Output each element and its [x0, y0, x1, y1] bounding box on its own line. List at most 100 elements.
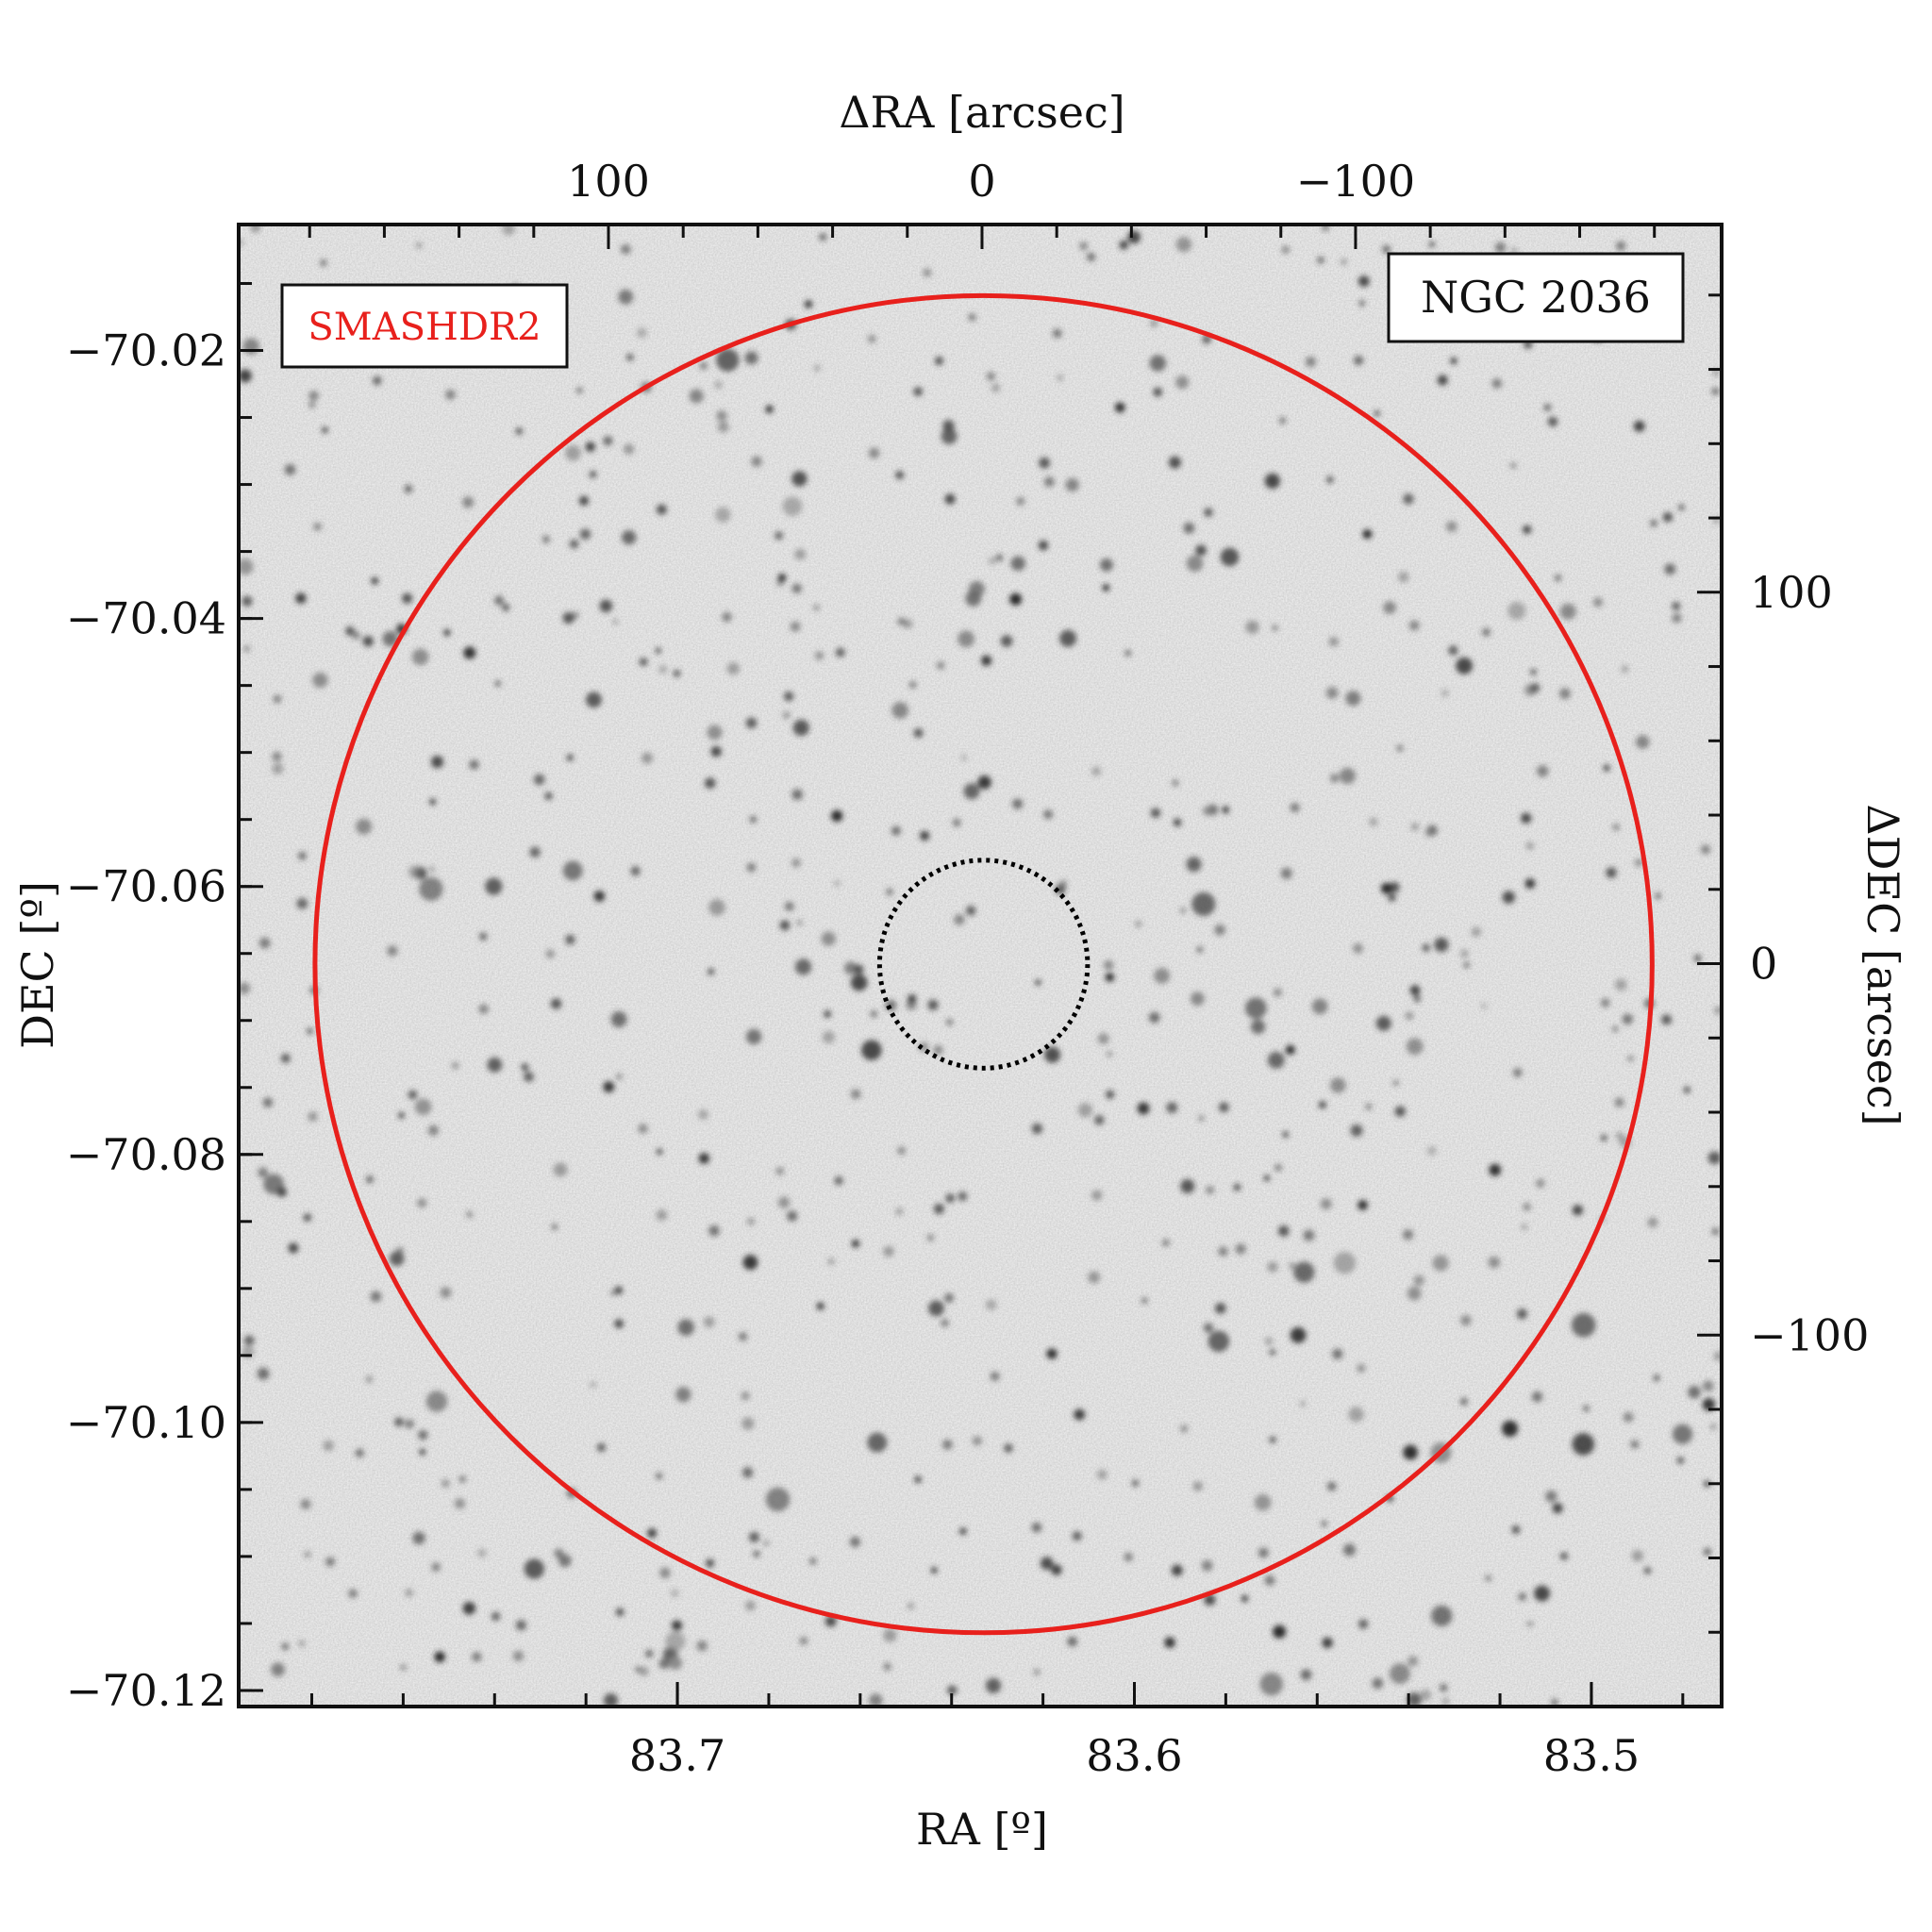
star	[322, 426, 328, 434]
star	[977, 775, 991, 790]
star	[635, 1666, 641, 1673]
star	[320, 258, 327, 267]
y-tick-label: −70.02	[66, 325, 226, 376]
star	[1206, 1186, 1215, 1194]
star	[787, 1210, 798, 1222]
star	[366, 1175, 374, 1184]
star	[365, 1375, 374, 1383]
star	[551, 1224, 558, 1230]
star	[308, 401, 316, 408]
star	[1124, 1552, 1133, 1562]
star	[1009, 592, 1023, 606]
star	[355, 1448, 364, 1457]
star	[427, 1124, 439, 1136]
x2-tick-label: 100	[567, 156, 650, 207]
star	[1662, 512, 1673, 523]
star	[1102, 584, 1110, 591]
star	[1250, 1019, 1266, 1035]
star	[1683, 1086, 1690, 1093]
star	[747, 1217, 755, 1225]
star	[1203, 1323, 1214, 1333]
star	[665, 1631, 686, 1652]
star	[883, 1628, 897, 1642]
star	[1218, 1246, 1228, 1257]
star	[566, 754, 574, 761]
star	[1235, 1243, 1246, 1255]
star	[958, 1191, 968, 1202]
star	[1072, 1531, 1082, 1541]
legend-smashdr2: SMASHDR2	[280, 283, 569, 369]
star	[814, 651, 824, 660]
star	[593, 891, 606, 902]
star	[502, 225, 515, 236]
star	[827, 1257, 835, 1265]
star	[913, 727, 924, 738]
star	[1441, 1697, 1450, 1706]
star	[1153, 387, 1163, 397]
star	[323, 1440, 334, 1452]
star	[472, 1652, 482, 1662]
star	[615, 1607, 625, 1617]
star	[469, 759, 479, 770]
star	[479, 932, 488, 941]
star	[524, 1558, 544, 1579]
star	[972, 1436, 982, 1446]
star	[440, 1287, 452, 1299]
star	[658, 665, 668, 674]
star	[1494, 242, 1507, 253]
star	[1043, 476, 1055, 488]
star	[1204, 1593, 1216, 1606]
star	[1459, 949, 1469, 958]
star	[920, 830, 930, 841]
star	[714, 380, 723, 390]
star	[304, 1551, 311, 1557]
star	[908, 1603, 914, 1609]
star	[1180, 1424, 1189, 1433]
star	[861, 1040, 882, 1060]
star	[941, 428, 958, 445]
star	[356, 818, 373, 835]
star	[578, 495, 590, 507]
star	[991, 383, 1001, 392]
star	[670, 1589, 679, 1598]
star	[1179, 907, 1187, 914]
star	[402, 592, 413, 604]
star	[1305, 357, 1316, 367]
star	[870, 1009, 878, 1018]
star	[794, 548, 807, 560]
star	[1127, 230, 1141, 244]
star	[1290, 1326, 1307, 1343]
star	[1149, 355, 1167, 372]
star	[1263, 1174, 1271, 1182]
star	[485, 877, 503, 895]
star	[1481, 1003, 1488, 1009]
star	[1518, 1592, 1527, 1601]
star	[1267, 1051, 1285, 1069]
star	[1348, 1407, 1364, 1423]
star	[765, 1487, 791, 1512]
star	[411, 648, 429, 666]
star	[603, 1693, 619, 1707]
star	[585, 441, 596, 452]
star	[963, 783, 980, 800]
star	[1647, 1217, 1658, 1228]
star	[1614, 1097, 1624, 1108]
star	[616, 1073, 623, 1080]
star	[1424, 827, 1434, 838]
plot-frame	[237, 223, 1724, 1708]
star	[458, 1475, 466, 1483]
star	[1410, 823, 1420, 831]
star	[1033, 1669, 1041, 1676]
star	[944, 493, 956, 505]
star	[1450, 357, 1457, 365]
star	[1612, 824, 1620, 831]
star	[968, 313, 976, 322]
star	[1357, 1363, 1366, 1373]
x2-tick-label: 0	[968, 156, 995, 207]
star	[308, 391, 319, 401]
star	[1583, 1405, 1590, 1412]
star	[1094, 1115, 1105, 1125]
star	[746, 862, 757, 873]
star	[707, 724, 723, 741]
star	[1440, 1684, 1448, 1692]
